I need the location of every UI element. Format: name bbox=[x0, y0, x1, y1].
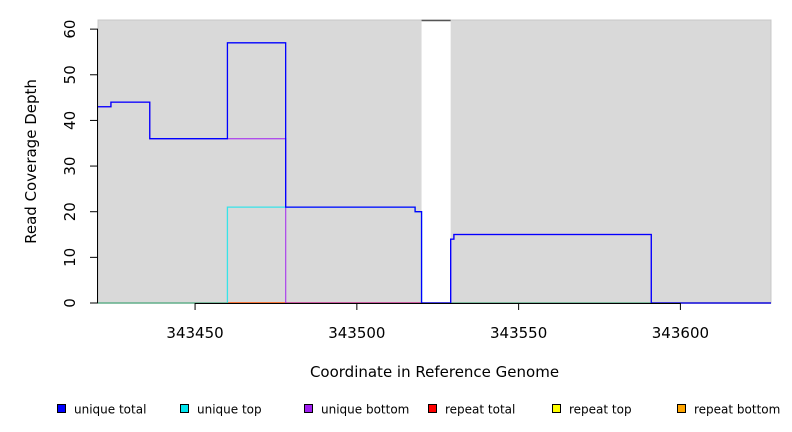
legend-item: repeat total bbox=[428, 402, 515, 418]
legend-swatch bbox=[57, 404, 66, 413]
gap-region bbox=[421, 20, 451, 303]
x-tick-label: 343500 bbox=[328, 324, 385, 342]
gap-layer bbox=[421, 19, 451, 303]
y-tick-label: 20 bbox=[61, 202, 79, 221]
x-axis-ticks: 343450 343500 343550 343600 bbox=[166, 303, 709, 342]
y-tick-label: 30 bbox=[61, 157, 79, 176]
x-axis-label: Coordinate in Reference Genome bbox=[310, 363, 559, 381]
y-tick-label: 60 bbox=[61, 20, 79, 39]
x-tick-label: 343450 bbox=[166, 324, 223, 342]
legend-item: repeat bottom bbox=[677, 402, 780, 418]
legend-item: unique top bbox=[180, 402, 262, 418]
y-axis-label: Read Coverage Depth bbox=[22, 79, 40, 244]
y-tick-label: 50 bbox=[61, 65, 79, 84]
legend-label: repeat top bbox=[569, 402, 632, 417]
x-tick-label: 343600 bbox=[652, 324, 709, 342]
legend-swatch bbox=[428, 404, 437, 413]
legend-swatch bbox=[304, 404, 313, 413]
legend-item: unique bottom bbox=[304, 402, 409, 418]
legend-label: unique bottom bbox=[321, 402, 410, 417]
y-axis-ticks: 0 10 20 30 40 50 60 bbox=[61, 20, 98, 308]
legend-swatch bbox=[677, 404, 686, 413]
y-tick-label: 10 bbox=[61, 248, 79, 267]
legend-label: repeat bottom bbox=[694, 402, 781, 417]
legend-label: repeat total bbox=[445, 402, 516, 417]
y-tick-label: 40 bbox=[61, 111, 79, 130]
legend-label: unique total bbox=[74, 402, 147, 417]
legend-item: unique total bbox=[57, 402, 146, 418]
series-line-unique-total bbox=[98, 42, 771, 304]
legend-item: repeat top bbox=[552, 402, 632, 418]
legend-label: unique top bbox=[197, 402, 262, 417]
x-tick-label: 343550 bbox=[490, 324, 547, 342]
legend-swatch bbox=[180, 404, 189, 413]
legend-swatch bbox=[552, 404, 561, 413]
legend: unique total unique top unique bottom repea… bbox=[0, 402, 792, 418]
y-tick-label: 0 bbox=[61, 298, 79, 308]
